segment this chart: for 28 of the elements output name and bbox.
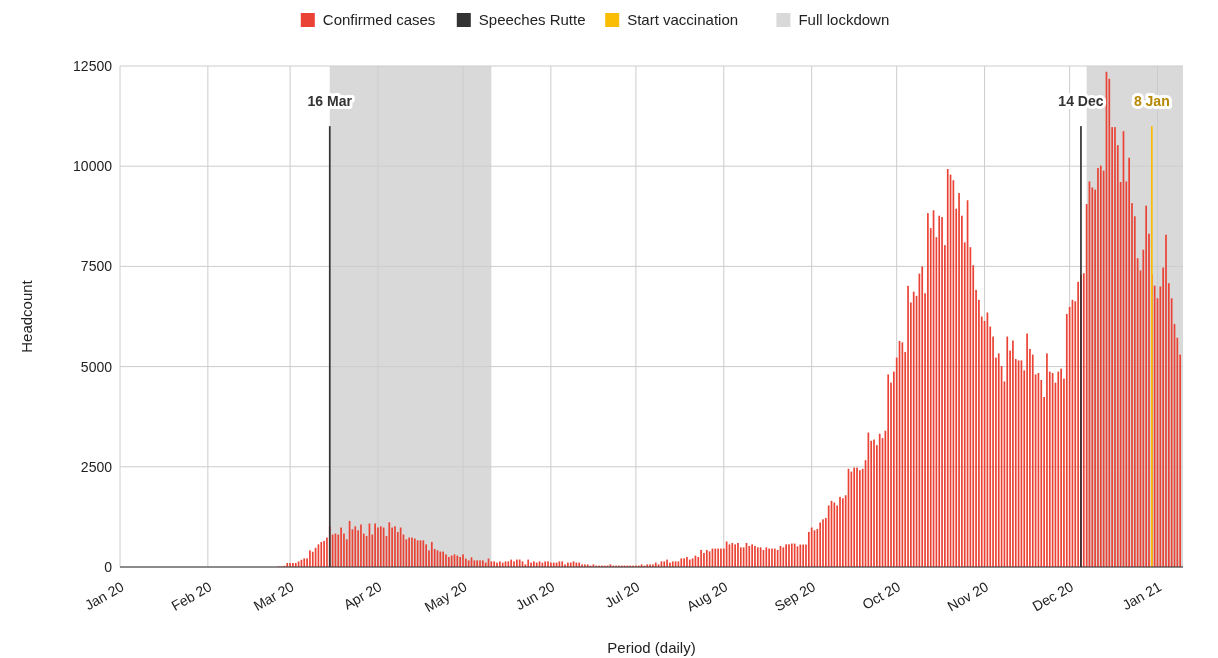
y-tick-label: 10000	[73, 158, 113, 175]
x-tick-label: Apr 20	[340, 578, 385, 613]
x-tick-label: Jun 20	[512, 578, 558, 614]
x-tick-label: Feb 20	[168, 578, 215, 614]
x-axis-title: Period (daily)	[607, 639, 696, 656]
legend-label: Full lockdown	[798, 11, 890, 29]
y-tick-label: 5000	[80, 358, 113, 375]
x-tick-label: Oct 20	[859, 578, 904, 613]
x-tick-label: May 20	[421, 578, 470, 616]
annotation: 16 Mar	[307, 93, 353, 110]
legend-label: Speeches Rutte	[478, 11, 586, 29]
annotation: 14 Dec	[1058, 93, 1104, 110]
y-axis-title: Headcount	[18, 279, 35, 353]
x-tick-label: Aug 20	[683, 578, 731, 615]
y-tick-label: 0	[104, 558, 113, 575]
annotation: 8 Jan	[1133, 93, 1170, 110]
legend-label: Confirmed cases	[322, 11, 436, 29]
y-tick-label: 7500	[80, 258, 113, 275]
y-tick-label: 2500	[80, 458, 113, 475]
x-tick-label: Jan 21	[1119, 578, 1165, 614]
x-tick-label: Mar 20	[250, 578, 297, 614]
x-tick-label: Sep 20	[771, 578, 819, 615]
x-tick-label: Jul 20	[601, 578, 643, 611]
x-tick-label: Dec 20	[1029, 578, 1077, 615]
y-tick-label: 12500	[73, 57, 113, 74]
x-tick-label: Jan 20	[81, 578, 127, 614]
legend-label: Start vaccination	[627, 11, 739, 29]
x-tick-label: Nov 20	[944, 578, 992, 615]
